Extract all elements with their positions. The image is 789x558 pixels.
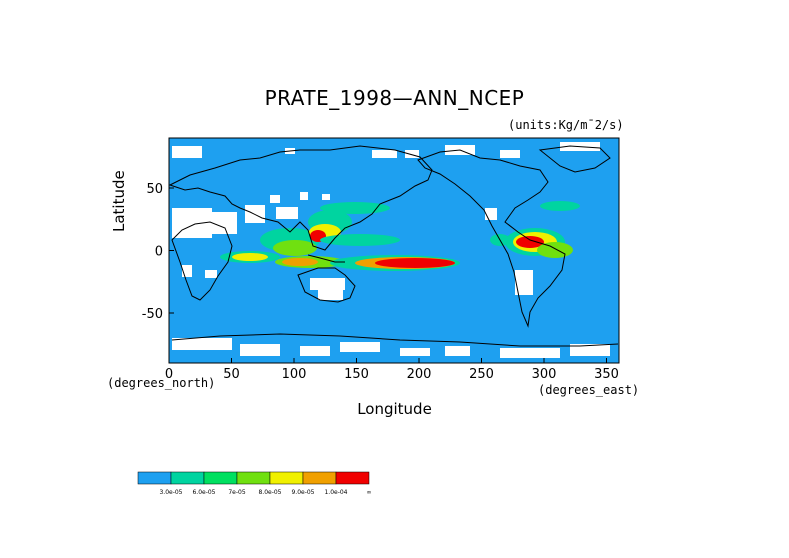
legend-swatch bbox=[203, 471, 238, 485]
legend-swatch bbox=[269, 471, 304, 485]
y-axis-ticks: 50 0 -50 bbox=[142, 182, 174, 322]
axis-unit-label-right: (degrees_east) bbox=[538, 383, 640, 397]
legend-swatch bbox=[236, 471, 271, 485]
legend-swatch bbox=[335, 471, 370, 485]
y-tick-label: 50 bbox=[146, 182, 163, 197]
legend-swatch bbox=[170, 471, 205, 485]
x-tick-label: 250 bbox=[469, 367, 494, 382]
legend-label: ∞ bbox=[367, 489, 372, 496]
legend-label: 7e-05 bbox=[228, 489, 245, 496]
y-tick-label: 0 bbox=[155, 245, 163, 260]
legend-label: 9.0e-05 bbox=[291, 489, 314, 496]
axis-unit-label-left: (degrees_north) bbox=[107, 376, 216, 390]
x-axis-label: Longitude bbox=[357, 400, 432, 418]
color-legend: 3.0e-05 6.0e-05 7e-05 8.0e-05 9.0e-05 1.0e-04… bbox=[137, 471, 372, 496]
x-tick-label: 300 bbox=[532, 367, 557, 382]
x-tick-label: 0 bbox=[165, 367, 173, 382]
x-tick-label: 200 bbox=[407, 367, 432, 382]
chart-title: PRATE_1998—ANN_NCEP bbox=[264, 86, 525, 110]
legend-swatch bbox=[137, 471, 172, 485]
x-tick-label: 100 bbox=[282, 367, 307, 382]
legend-swatch bbox=[302, 471, 337, 485]
y-tick-label: -50 bbox=[142, 307, 163, 322]
coastlines bbox=[168, 145, 619, 347]
x-axis-ticks: 0 50 100 150 200 250 300 350 bbox=[165, 358, 619, 382]
precipitation-contours bbox=[220, 201, 580, 271]
units-label: (units:Kg/m¯2/s) bbox=[508, 118, 624, 132]
legend-label: 3.0e-05 bbox=[159, 489, 182, 496]
legend-label: 6.0e-05 bbox=[192, 489, 215, 496]
x-tick-label: 350 bbox=[594, 367, 619, 382]
legend-label: 8.0e-05 bbox=[258, 489, 281, 496]
x-tick-label: 150 bbox=[344, 367, 369, 382]
legend-label: 1.0e-04 bbox=[324, 489, 347, 496]
x-tick-label: 50 bbox=[223, 367, 240, 382]
